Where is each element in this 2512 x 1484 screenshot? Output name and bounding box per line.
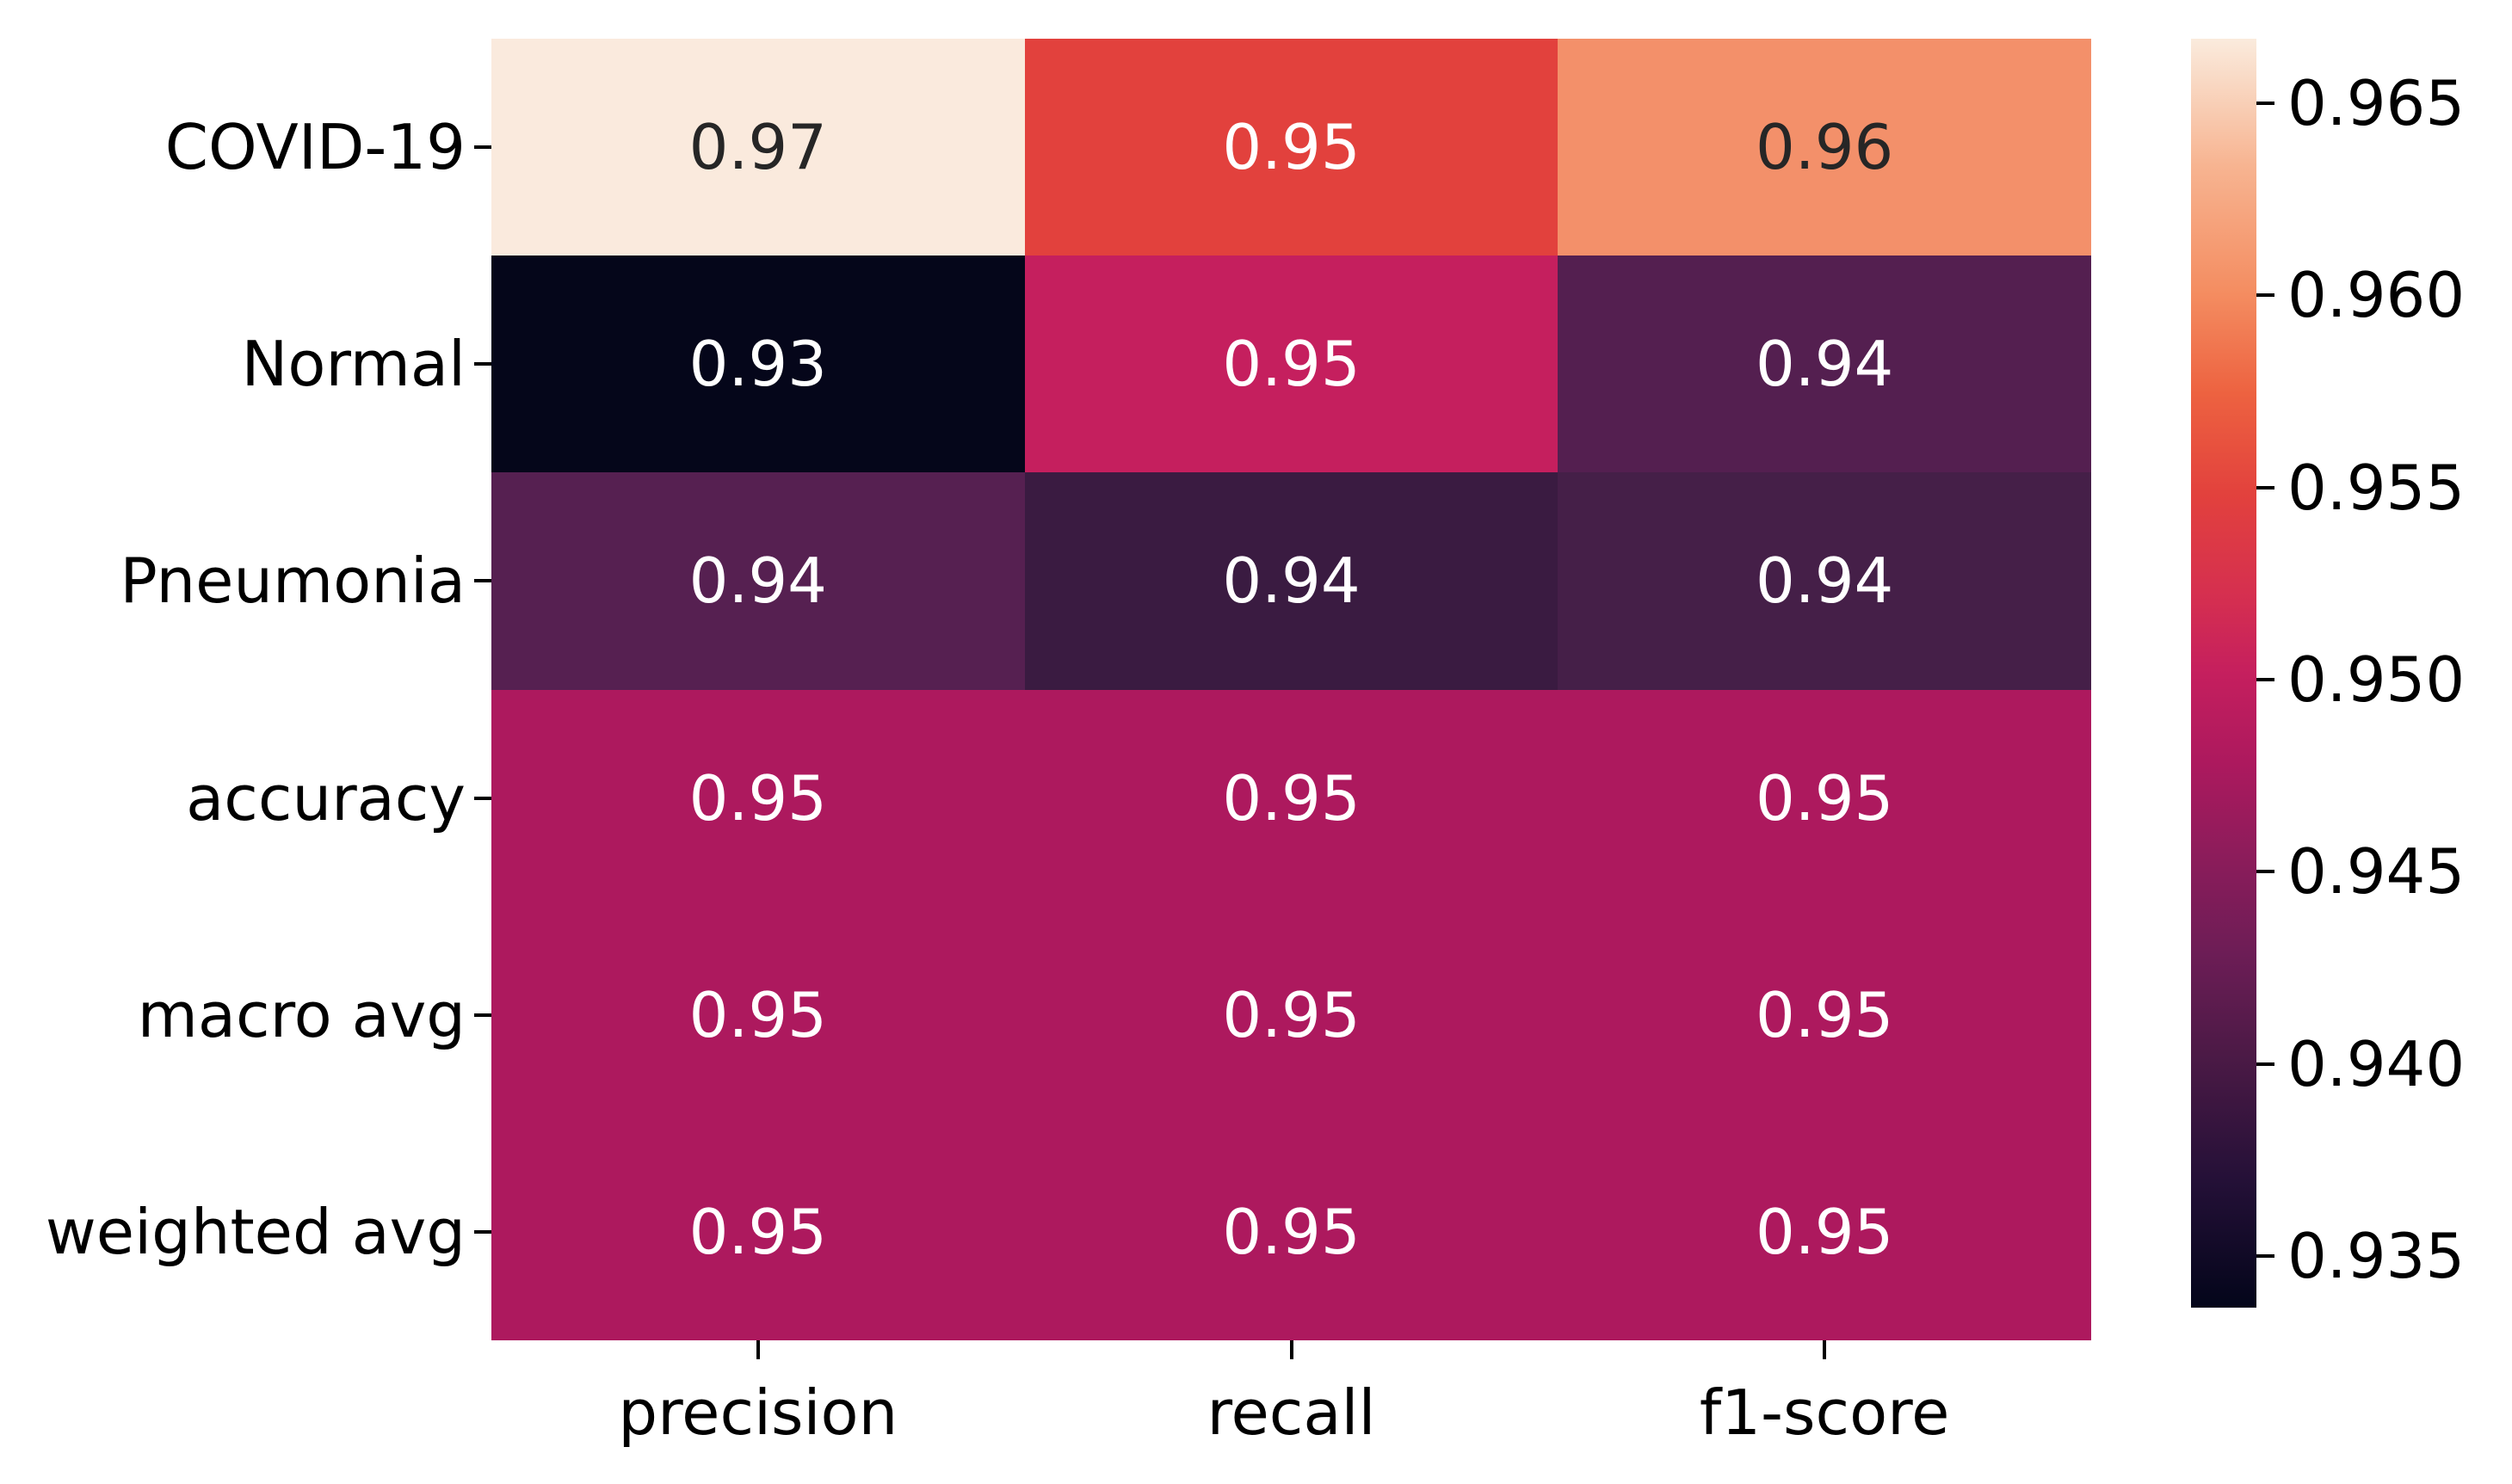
cell-value: 0.95: [688, 1195, 827, 1268]
cell-value: 0.94: [1222, 545, 1361, 618]
heatmap-cell-normal-precision: 0.93: [491, 256, 1025, 473]
x-axis-tick: [1289, 1340, 1293, 1359]
cell-value: 0.95: [1222, 978, 1361, 1051]
colorbar-tick: [2256, 870, 2274, 874]
cell-value: 0.97: [688, 111, 827, 184]
heatmap-cell-weighted-avg-recall: 0.95: [1024, 1123, 1558, 1340]
cell-value: 0.95: [688, 978, 827, 1051]
row-label-macro-avg: macro avg: [137, 978, 466, 1051]
colorbar-tick: [2256, 1254, 2274, 1258]
colorbar-tick-label: 0.965: [2287, 67, 2466, 139]
colorbar-gradient: [2191, 39, 2256, 1308]
cell-value: 0.94: [1756, 328, 1894, 401]
colorbar-tick-label: 0.950: [2287, 643, 2466, 716]
heatmap-cell-accuracy-f1-score: 0.95: [1558, 689, 2091, 907]
colorbar-tick: [2256, 678, 2274, 681]
colorbar-tick-label: 0.960: [2287, 259, 2466, 332]
heatmap-cell-weighted-avg-f1-score: 0.95: [1558, 1123, 2091, 1340]
cell-value: 0.95: [1222, 761, 1361, 834]
heatmap-cell-pneumonia-f1-score: 0.94: [1558, 472, 2091, 690]
heatmap-cell-normal-f1-score: 0.94: [1558, 256, 2091, 473]
x-axis-tick: [756, 1340, 760, 1359]
cell-value: 0.96: [1756, 111, 1894, 184]
cell-value: 0.95: [1222, 111, 1361, 184]
y-axis-tick: [474, 1229, 491, 1234]
row-label-accuracy: accuracy: [186, 761, 466, 834]
cell-value: 0.95: [688, 761, 827, 834]
colorbar-tick-label: 0.935: [2287, 1220, 2466, 1292]
heatmap-cell-pneumonia-recall: 0.94: [1024, 472, 1558, 690]
heatmap-cell-pneumonia-precision: 0.94: [491, 472, 1025, 690]
colorbar-tick-label: 0.945: [2287, 835, 2466, 908]
column-label-f1-score: f1-score: [1699, 1376, 1950, 1449]
colorbar-tick: [2256, 1062, 2274, 1066]
heatmap-cell-macro-avg-recall: 0.95: [1024, 906, 1558, 1124]
colorbar-tick: [2256, 293, 2274, 298]
column-label-precision: precision: [618, 1376, 898, 1449]
cell-value: 0.95: [1756, 1195, 1894, 1268]
column-label-recall: recall: [1207, 1376, 1376, 1449]
heatmap-cell-weighted-avg-precision: 0.95: [491, 1123, 1025, 1340]
cell-value: 0.95: [1222, 328, 1361, 401]
y-axis-tick: [474, 579, 491, 583]
y-axis-tick: [474, 362, 491, 366]
heatmap-cell-macro-avg-f1-score: 0.95: [1558, 906, 2091, 1124]
heatmap-cell-covid-19-precision: 0.97: [491, 39, 1025, 256]
cell-value: 0.94: [688, 545, 827, 618]
row-label-covid-19: COVID-19: [164, 111, 466, 184]
heatmap-cell-covid-19-recall: 0.95: [1024, 39, 1558, 256]
row-label-weighted-avg: weighted avg: [45, 1195, 466, 1268]
cell-value: 0.93: [688, 328, 827, 401]
heatmap-cell-normal-recall: 0.95: [1024, 256, 1558, 473]
y-axis-tick: [474, 796, 491, 800]
heatmap-grid: 0.97 0.95 0.96 0.93 0.95 0.94 0.94 0.94 0.94 0.95…: [491, 39, 2091, 1340]
y-axis-tick: [474, 145, 491, 150]
cell-value: 0.95: [1756, 978, 1894, 1051]
cell-value: 0.95: [1756, 761, 1894, 834]
heatmap-cell-accuracy-precision: 0.95: [491, 689, 1025, 907]
colorbar-tick: [2256, 485, 2274, 490]
cell-value: 0.94: [1756, 545, 1894, 618]
row-label-normal: Normal: [241, 328, 466, 401]
heatmap-cell-macro-avg-precision: 0.95: [491, 906, 1025, 1124]
colorbar-tick: [2256, 102, 2274, 105]
heatmap-cell-accuracy-recall: 0.95: [1024, 689, 1558, 907]
row-label-pneumonia: Pneumonia: [120, 545, 466, 618]
y-axis-tick: [474, 1013, 491, 1017]
heatmap-cell-covid-19-f1-score: 0.96: [1558, 39, 2091, 256]
colorbar-tick-label: 0.940: [2287, 1027, 2466, 1100]
cell-value: 0.95: [1222, 1195, 1361, 1268]
x-axis-tick: [1823, 1340, 1827, 1359]
colorbar-tick-label: 0.955: [2287, 451, 2466, 524]
